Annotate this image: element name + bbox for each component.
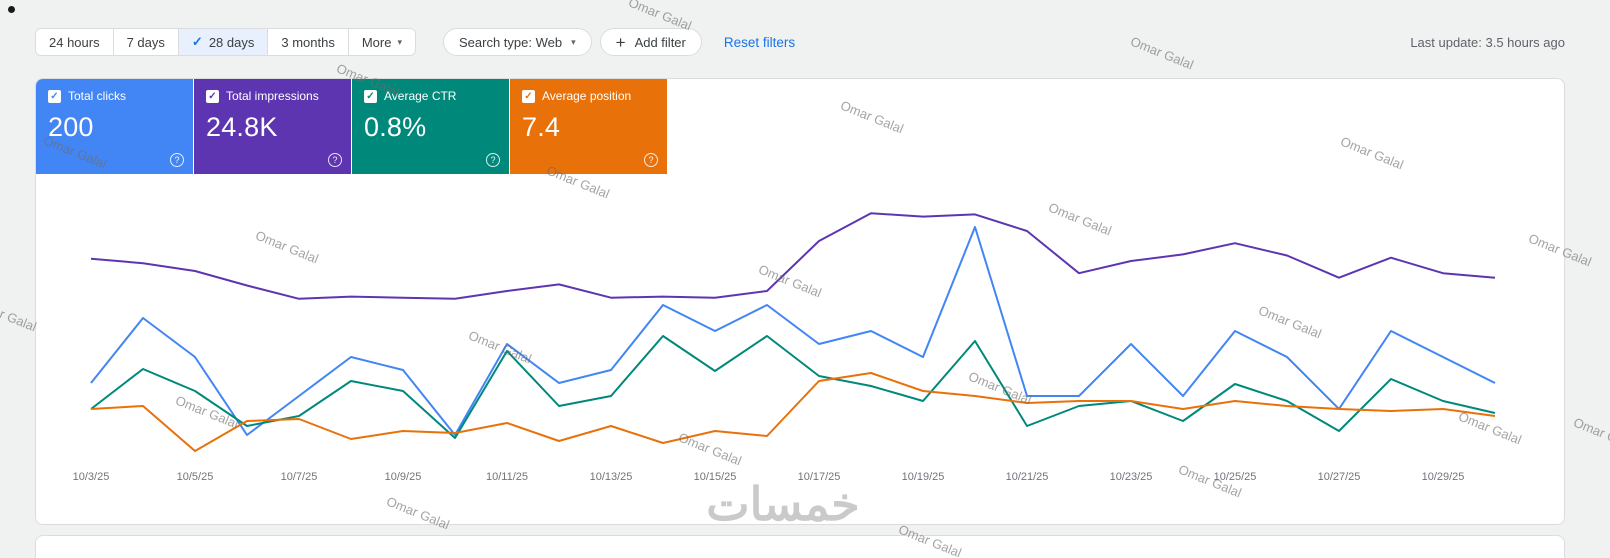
date-range-24-hours[interactable]: 24 hours <box>35 28 114 56</box>
date-range-3-months[interactable]: 3 months <box>267 28 349 56</box>
metric-card-header: ✓ Average position <box>522 89 655 103</box>
date-range-label: 3 months <box>281 34 335 50</box>
date-range-28-days[interactable]: ✓ 28 days <box>177 28 269 56</box>
metric-card-total-impressions[interactable]: ✓ Total impressions 24.8K ? <box>194 79 351 174</box>
add-filter-button[interactable]: + Add filter <box>599 28 702 56</box>
diagonal-watermark: Omar Galal <box>0 295 39 335</box>
metric-card-header: ✓ Total clicks <box>48 89 181 103</box>
x-tick-label: 10/17/25 <box>797 471 841 483</box>
x-tick-label: 10/7/25 <box>280 471 318 483</box>
x-tick-label: 10/13/25 <box>589 471 633 483</box>
decorative-dot <box>8 6 15 13</box>
metric-card-average-position[interactable]: ✓ Average position 7.4 ? <box>510 79 667 174</box>
date-range-label: 7 days <box>126 34 165 50</box>
metric-card-header: ✓ Total impressions <box>206 89 339 103</box>
x-tick-label: 10/9/25 <box>384 471 422 483</box>
x-tick-label: 10/5/25 <box>176 471 214 483</box>
chevron-down-icon: ▾ <box>571 36 576 47</box>
checkbox-checked-icon[interactable]: ✓ <box>206 89 219 103</box>
performance-line-chart[interactable] <box>36 186 1565 476</box>
plus-icon: + <box>615 32 626 52</box>
search-type-label: Search type: Web <box>459 34 563 50</box>
metric-value: 24.8K <box>206 112 278 142</box>
date-range-label: More <box>361 34 392 50</box>
checkbox-checked-icon[interactable]: ✓ <box>364 89 377 103</box>
help-icon[interactable]: ? <box>170 153 184 167</box>
metric-card-header: ✓ Average CTR <box>364 89 497 103</box>
x-tick-label: 10/3/25 <box>72 471 110 483</box>
date-range-label: 24 hours <box>49 34 100 50</box>
help-icon[interactable]: ? <box>486 153 500 167</box>
check-icon: ✓ <box>191 34 203 49</box>
next-section-card <box>35 535 1565 558</box>
date-range-control: 24 hours 7 days ✓ 28 days 3 months More … <box>35 28 416 56</box>
help-icon[interactable]: ? <box>328 153 342 167</box>
x-tick-label: 10/23/25 <box>1109 471 1153 483</box>
metric-label: Total clicks <box>68 89 127 103</box>
help-icon[interactable]: ? <box>644 153 658 167</box>
metric-value: 0.8% <box>364 112 427 142</box>
x-tick-label: 10/15/25 <box>693 471 737 483</box>
date-range-label: 28 days <box>208 34 255 50</box>
metric-card-total-clicks[interactable]: ✓ Total clicks 200 ? <box>36 79 193 174</box>
performance-card: ✓ Total clicks 200 ? ✓ Total impressions… <box>35 78 1565 525</box>
checkbox-checked-icon[interactable]: ✓ <box>522 89 535 103</box>
metric-cards: ✓ Total clicks 200 ? ✓ Total impressions… <box>36 79 1564 174</box>
checkbox-checked-icon[interactable]: ✓ <box>48 89 61 103</box>
reset-filters-link[interactable]: Reset filters <box>723 34 796 50</box>
metric-label: Average CTR <box>384 89 457 103</box>
x-tick-label: 10/29/25 <box>1421 471 1465 483</box>
metric-card-average-ctr[interactable]: ✓ Average CTR 0.8% ? <box>352 79 509 174</box>
chevron-down-icon: ▾ <box>397 36 402 47</box>
x-tick-label: 10/19/25 <box>901 471 945 483</box>
filter-toolbar: 24 hours 7 days ✓ 28 days 3 months More … <box>35 27 1565 57</box>
metric-label: Total impressions <box>226 89 319 103</box>
diagonal-watermark: Omar Galal <box>1571 414 1610 454</box>
date-range-7-days[interactable]: 7 days <box>112 28 179 56</box>
metric-value: 200 <box>48 112 94 142</box>
metric-value: 7.4 <box>522 112 561 142</box>
metric-label: Average position <box>542 89 632 103</box>
last-update-text: Last update: 3.5 hours ago <box>1410 34 1565 50</box>
x-tick-label: 10/25/25 <box>1213 471 1257 483</box>
x-tick-label: 10/27/25 <box>1317 471 1361 483</box>
x-tick-label: 10/11/25 <box>485 471 528 483</box>
x-axis-labels: 10/3/25 10/5/25 10/7/25 10/9/25 10/11/25 10/1… <box>36 471 1564 489</box>
add-filter-label: Add filter <box>634 34 686 50</box>
search-type-filter[interactable]: Search type: Web ▾ <box>443 28 592 56</box>
date-range-more-dropdown[interactable]: More ▾ <box>347 28 416 56</box>
x-tick-label: 10/21/25 <box>1005 471 1049 483</box>
